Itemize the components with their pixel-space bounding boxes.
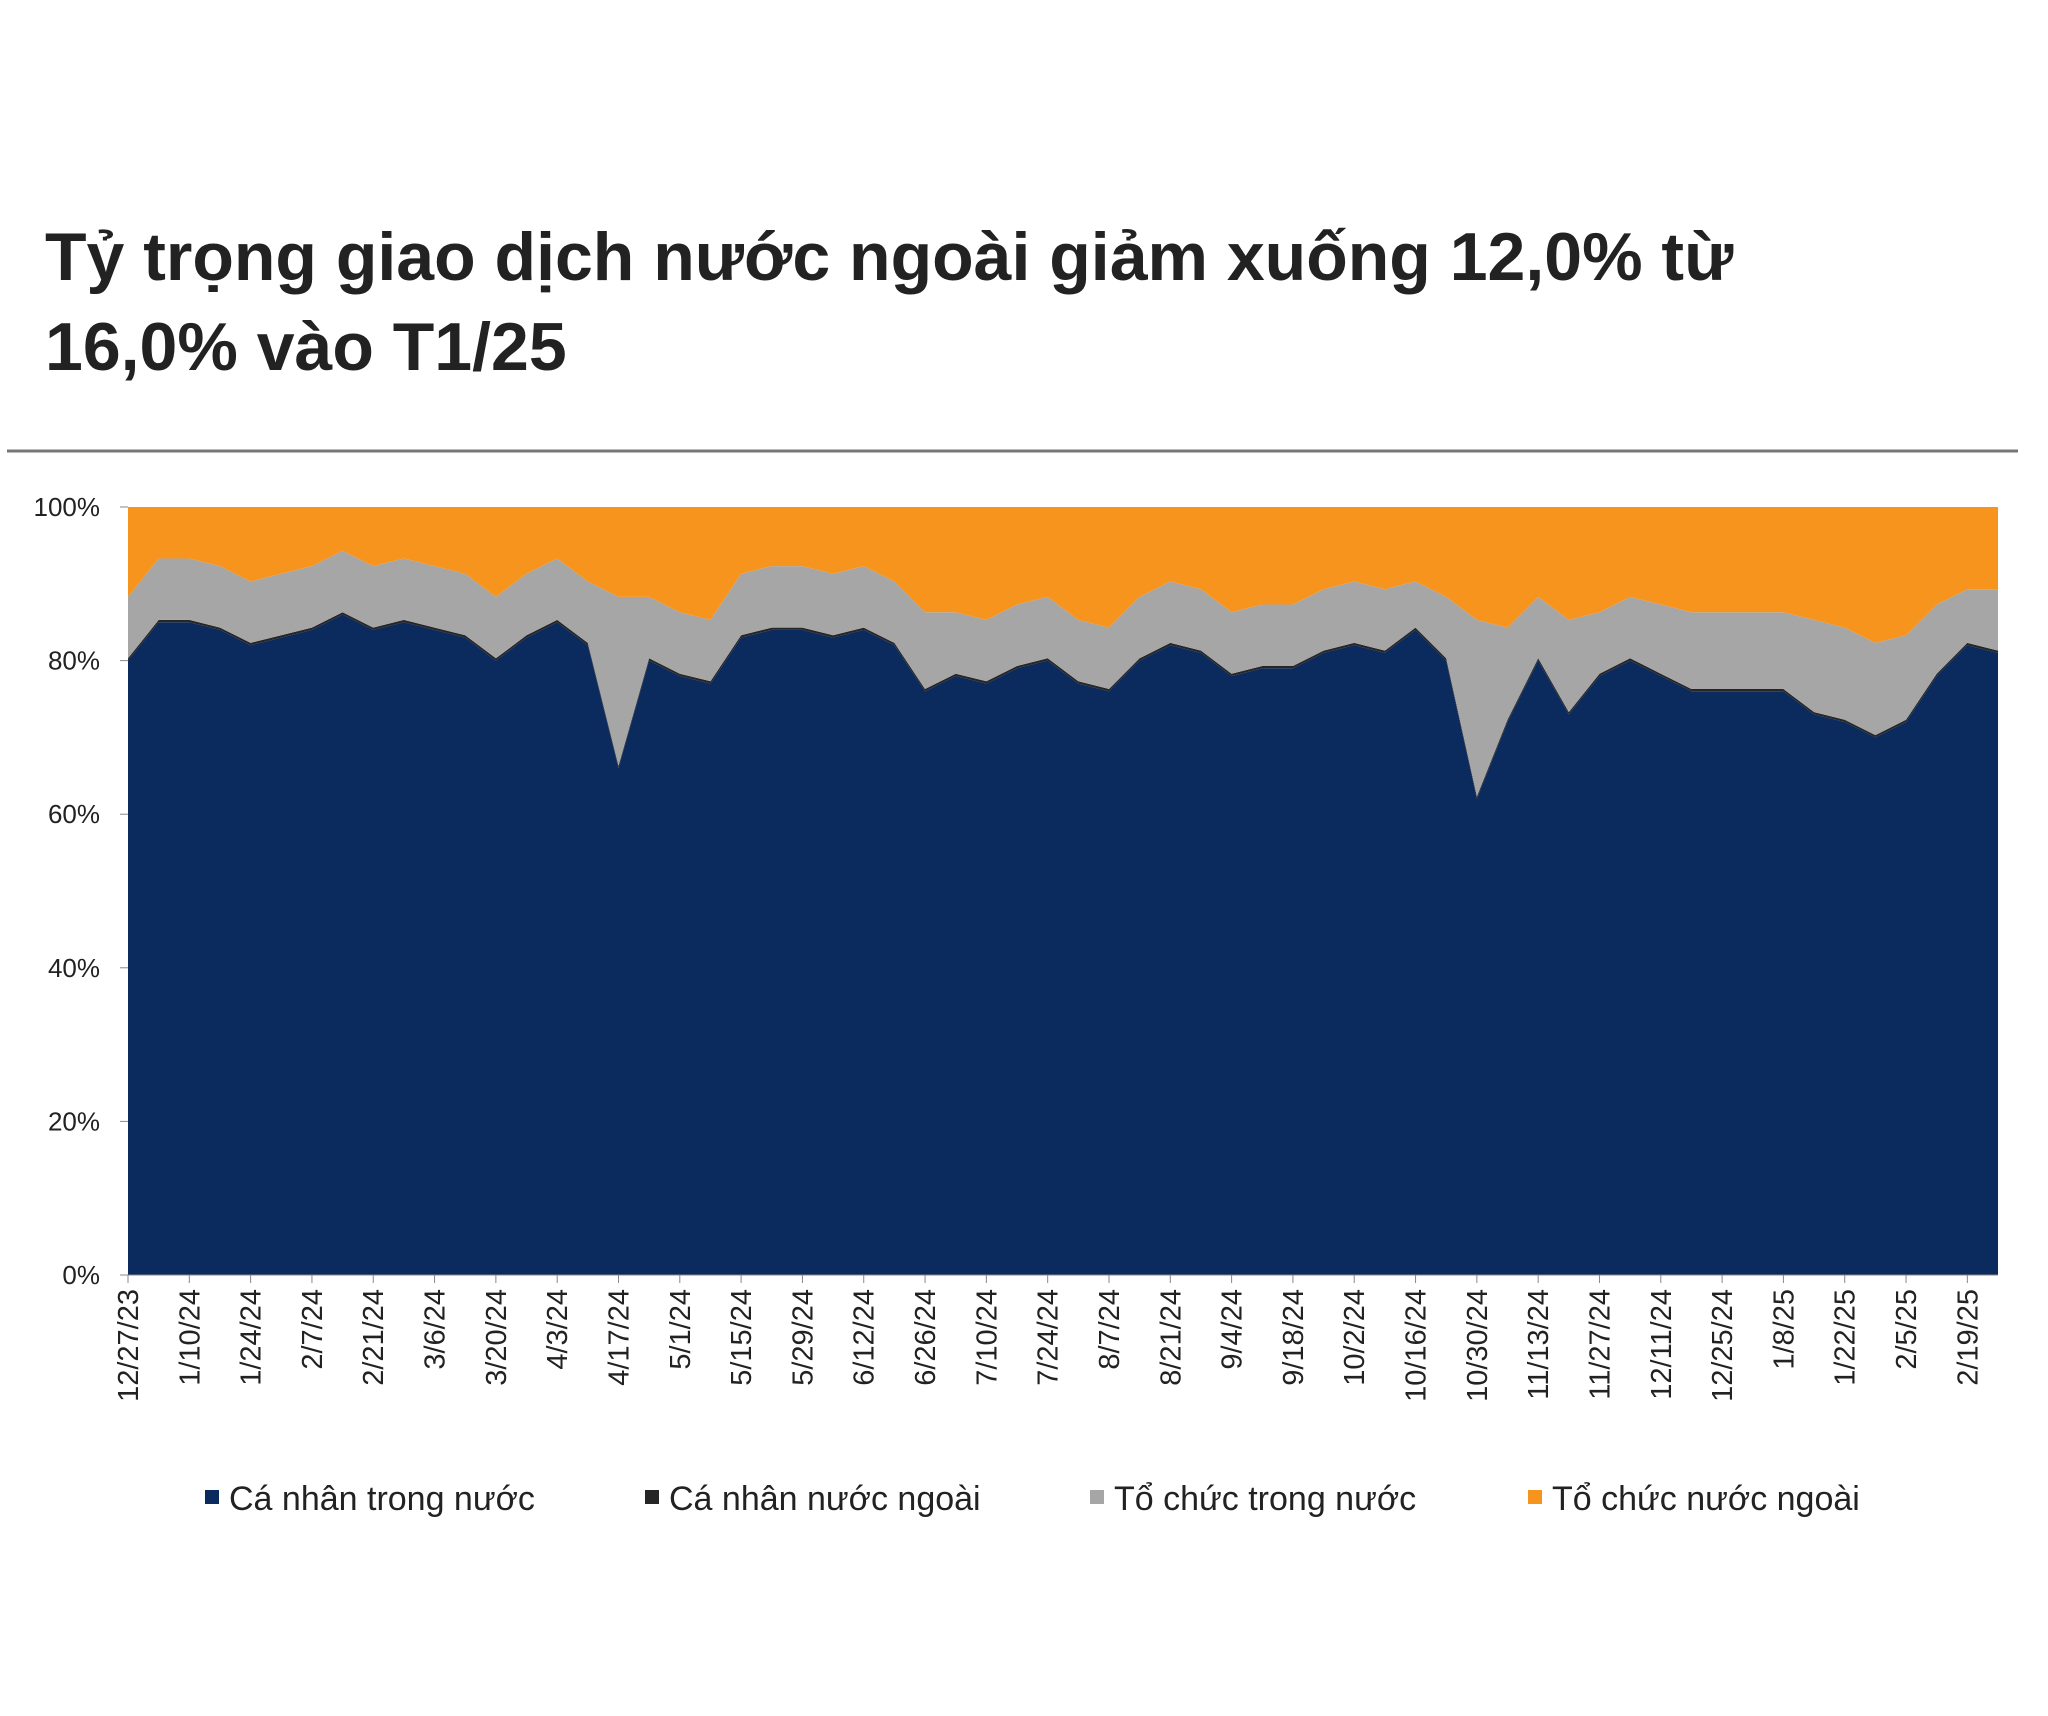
x-tick-label: 5/1/24	[665, 1289, 697, 1370]
x-tick-label: 4/3/24	[542, 1289, 574, 1370]
x-tick-label: 11/27/24	[1584, 1289, 1616, 1400]
x-tick-label: 2/5/25	[1891, 1289, 1923, 1370]
x-tick-label: 8/21/24	[1155, 1289, 1187, 1386]
y-tick-label: 60%	[48, 799, 100, 829]
x-tick-label: 4/17/24	[603, 1289, 635, 1386]
x-tick-label: 10/2/24	[1339, 1289, 1371, 1386]
x-tick-label: 9/4/24	[1217, 1289, 1249, 1370]
x-tick-label: 10/30/24	[1462, 1289, 1494, 1402]
x-tick-label: 10/16/24	[1401, 1289, 1433, 1402]
x-tick-label: 12/11/24	[1646, 1289, 1678, 1400]
y-tick-label: 100%	[34, 492, 101, 522]
x-tick-label: 5/29/24	[787, 1289, 819, 1386]
x-tick-label: 12/27/23	[113, 1289, 145, 1402]
legend-label: Tổ chức nước ngoài	[1552, 1480, 1860, 1518]
legend-swatch	[205, 1490, 219, 1504]
x-tick-label: 12/25/24	[1707, 1289, 1739, 1402]
x-tick-label: 1/22/25	[1830, 1289, 1862, 1386]
legend-swatch	[645, 1490, 659, 1504]
chart-title: Tỷ trọng giao dịch nước ngoài giảm xuống…	[45, 219, 1734, 295]
area	[128, 507, 1998, 643]
x-tick-label: 1/24/24	[236, 1289, 268, 1386]
x-tick-label: 2/7/24	[297, 1289, 329, 1370]
x-tick-label: 11/13/24	[1523, 1289, 1555, 1400]
x-tick-label: 7/10/24	[971, 1289, 1003, 1386]
x-tick-label: 2/19/25	[1952, 1289, 1984, 1386]
y-tick-label: 0%	[62, 1260, 100, 1290]
x-tick-label: 6/12/24	[849, 1289, 881, 1386]
legend-label: Tổ chức trong nước	[1114, 1480, 1416, 1518]
area	[128, 550, 1998, 797]
legend-swatch	[1528, 1490, 1542, 1504]
x-tick-label: 1/10/24	[174, 1289, 206, 1386]
area	[128, 614, 1998, 1275]
x-tick-label: 5/15/24	[726, 1289, 758, 1386]
legend-label: Cá nhân nước ngoài	[669, 1480, 981, 1518]
y-tick-label: 80%	[48, 646, 100, 676]
chart-title: 16,0% vào T1/25	[45, 309, 567, 385]
y-tick-label: 20%	[48, 1106, 100, 1136]
x-tick-label: 7/24/24	[1033, 1289, 1065, 1386]
y-tick-label: 40%	[48, 953, 100, 983]
x-tick-label: 9/18/24	[1278, 1289, 1310, 1386]
x-tick-label: 3/6/24	[420, 1289, 452, 1370]
x-tick-label: 8/7/24	[1094, 1289, 1126, 1370]
x-tick-label: 6/26/24	[910, 1289, 942, 1386]
legend-swatch	[1090, 1490, 1104, 1504]
legend-label: Cá nhân trong nước	[229, 1480, 535, 1518]
x-tick-label: 1/8/25	[1768, 1289, 1800, 1370]
x-tick-label: 2/21/24	[358, 1289, 390, 1386]
x-tick-label: 3/20/24	[481, 1289, 513, 1386]
